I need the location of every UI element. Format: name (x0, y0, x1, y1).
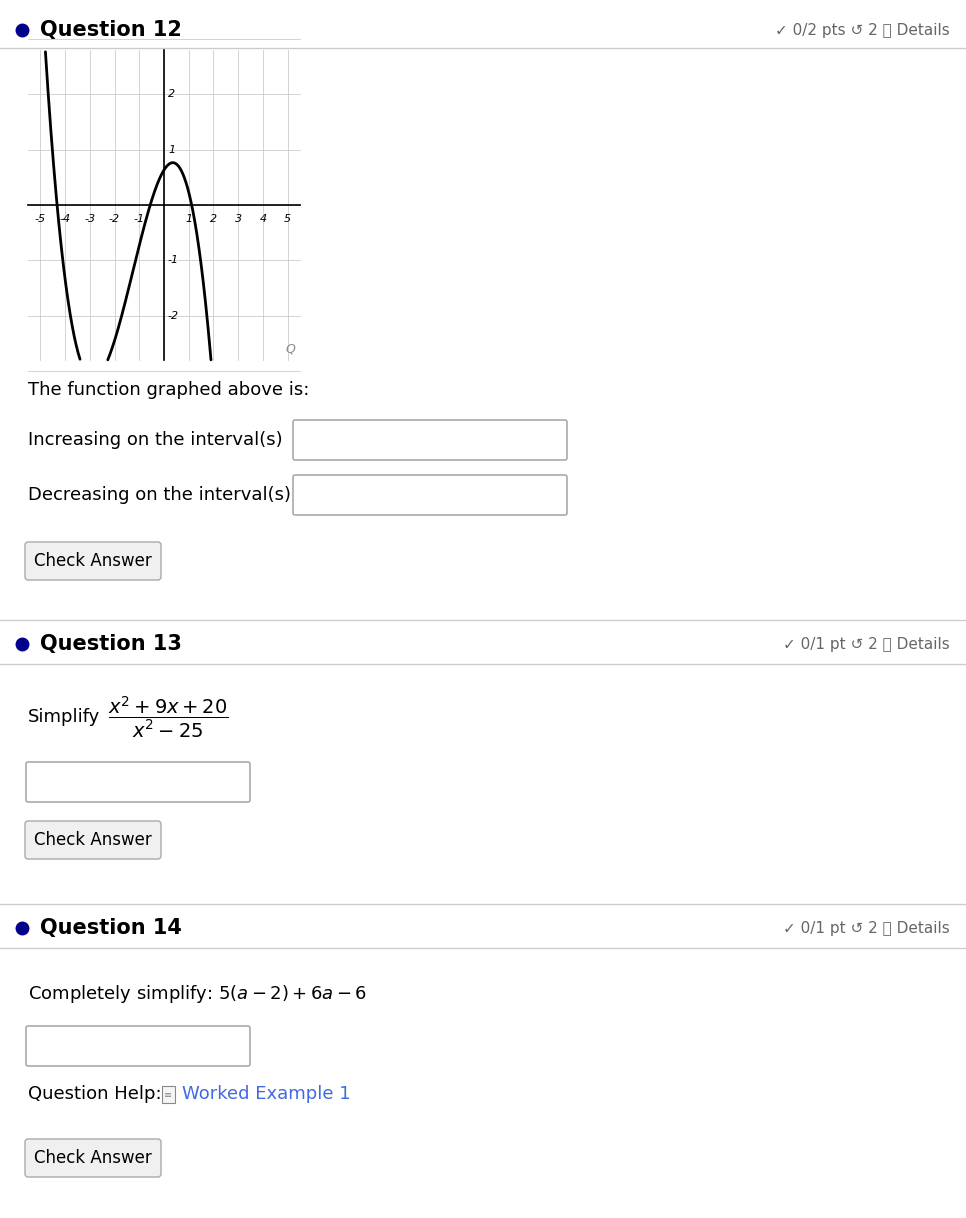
Text: 3: 3 (235, 214, 242, 224)
Text: 1: 1 (168, 145, 175, 155)
FancyBboxPatch shape (25, 1139, 161, 1177)
Text: 2: 2 (168, 89, 175, 100)
Text: -1: -1 (133, 214, 145, 224)
Text: Check Answer: Check Answer (34, 552, 152, 570)
Text: Increasing on the interval(s): Increasing on the interval(s) (28, 431, 283, 449)
FancyBboxPatch shape (26, 762, 250, 801)
Text: Q: Q (285, 342, 295, 354)
FancyBboxPatch shape (162, 1086, 175, 1104)
Text: 5: 5 (284, 214, 291, 224)
Text: 2: 2 (210, 214, 217, 224)
Text: Question 14: Question 14 (40, 918, 182, 938)
Text: ✓ 0/1 pt ↺ 2 ⓘ Details: ✓ 0/1 pt ↺ 2 ⓘ Details (783, 921, 950, 935)
Text: ✓ 0/1 pt ↺ 2 ⓘ Details: ✓ 0/1 pt ↺ 2 ⓘ Details (783, 637, 950, 652)
Text: -3: -3 (84, 214, 96, 224)
Text: Question Help:: Question Help: (28, 1085, 161, 1104)
Text: $\dfrac{x^2 + 9x + 20}{x^2 - 25}$: $\dfrac{x^2 + 9x + 20}{x^2 - 25}$ (108, 694, 229, 739)
Text: Check Answer: Check Answer (34, 1149, 152, 1167)
Text: The function graphed above is:: The function graphed above is: (28, 381, 309, 400)
FancyBboxPatch shape (293, 475, 567, 515)
Text: -4: -4 (60, 214, 71, 224)
Text: -5: -5 (35, 214, 46, 224)
Text: Question 12: Question 12 (40, 19, 182, 40)
FancyBboxPatch shape (26, 1026, 250, 1066)
FancyBboxPatch shape (25, 542, 161, 580)
Text: ≡: ≡ (164, 1090, 173, 1100)
Text: 4: 4 (259, 214, 267, 224)
FancyBboxPatch shape (25, 821, 161, 859)
Text: -1: -1 (168, 256, 179, 266)
Text: -2: -2 (168, 311, 179, 320)
Text: -2: -2 (109, 214, 120, 224)
Text: Completely simplify: $5(a-2)+6a-6$: Completely simplify: $5(a-2)+6a-6$ (28, 983, 367, 1005)
Text: 1: 1 (185, 214, 192, 224)
Text: ✓ 0/2 pts ↺ 2 ⓘ Details: ✓ 0/2 pts ↺ 2 ⓘ Details (776, 22, 950, 38)
Text: Check Answer: Check Answer (34, 831, 152, 849)
Text: Question 13: Question 13 (40, 635, 182, 654)
Bar (28, 50, 300, 361)
Text: Decreasing on the interval(s): Decreasing on the interval(s) (28, 486, 291, 504)
FancyBboxPatch shape (293, 420, 567, 460)
Text: Worked Example 1: Worked Example 1 (182, 1085, 351, 1104)
Text: Simplify: Simplify (28, 708, 100, 726)
